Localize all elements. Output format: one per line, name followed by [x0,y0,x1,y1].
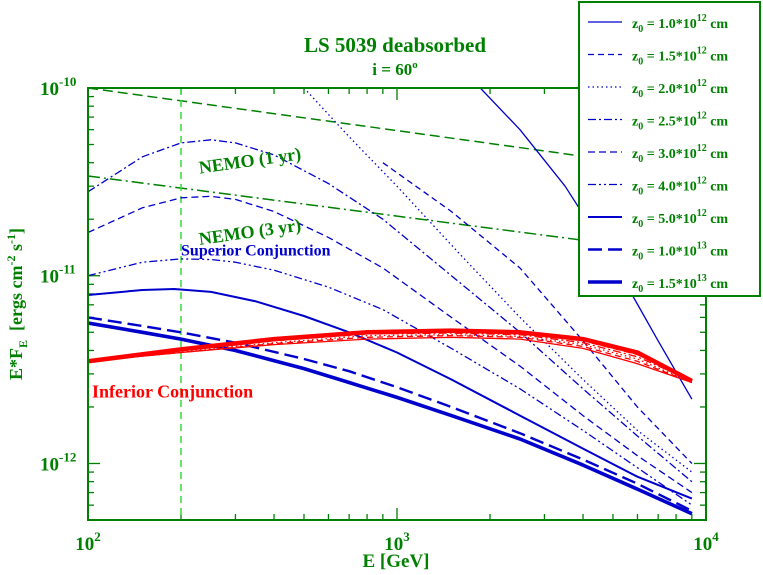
annotation-3: Inferior Conjunction [92,381,253,401]
x-tick-label: 103 [384,529,410,555]
series-line-superior-8 [88,321,693,516]
series-line-inferior-1 [88,334,693,384]
x-axis-label: E [GeV] [362,551,429,572]
series-line-superior-1 [382,162,693,464]
series-line-inferior-6 [88,328,693,383]
legend-label: z0 = 1.5*1012 cm [632,46,728,68]
legend-label: z0 = 1.5*1013 cm [632,273,728,295]
legend-label: z0 = 1.0*1012 cm [632,13,728,35]
legend-label: z0 = 3.0*1012 cm [632,143,728,165]
annotations: NEMO (1 yr)NEMO (3 yr)Superior Conjuncti… [92,143,331,401]
series-line-superior-2 [303,88,693,473]
y-tick-label: 10-12 [40,449,76,475]
legend-label: z0 = 1.0*1013 cm [632,241,728,263]
x-tick-label: 104 [693,529,719,555]
chart-subtitle-text: i = 60 [372,60,412,79]
tick-labels: 102 103 104 10-12 10-11 10-10 [40,74,719,555]
y-tick-label: 10-10 [40,74,76,100]
series-line-inferior-2 [88,334,693,384]
legend-box [578,1,761,297]
annotation-0: NEMO (1 yr) [198,143,303,178]
y-axis-label: E*FE [ergs cm-2 s-1] [4,228,30,380]
chart-subtitle-degree: o [412,59,418,71]
legend-label: z0 = 2.5*1012 cm [632,111,728,133]
chart-subtitle: i = 60o [372,59,418,79]
legend-label: z0 = 5.0*1012 cm [632,208,728,230]
reference-line-nemo [88,88,693,173]
chart-title: LS 5039 deabsorbed [304,33,486,57]
legend: z0 = 1.0*1012 cm z0 = 1.5*1012 cm z0 = 2.0… [578,1,761,297]
y-tick-label: 10-11 [40,262,76,288]
plot-frame [87,87,707,521]
annotation-2: Superior Conjunction [181,243,331,260]
svg-text:E*FE [ergs cm-2 s-1]: E*FE [ergs cm-2 s-1] [4,228,30,380]
series-line-superior-4 [88,195,693,494]
series-line-superior-3 [88,139,693,483]
x-tick-label: 102 [75,529,101,555]
legend-label: z0 = 4.0*1012 cm [632,176,728,198]
series-line-superior-7 [88,316,693,512]
legend-label: z0 = 2.0*1012 cm [632,78,728,100]
